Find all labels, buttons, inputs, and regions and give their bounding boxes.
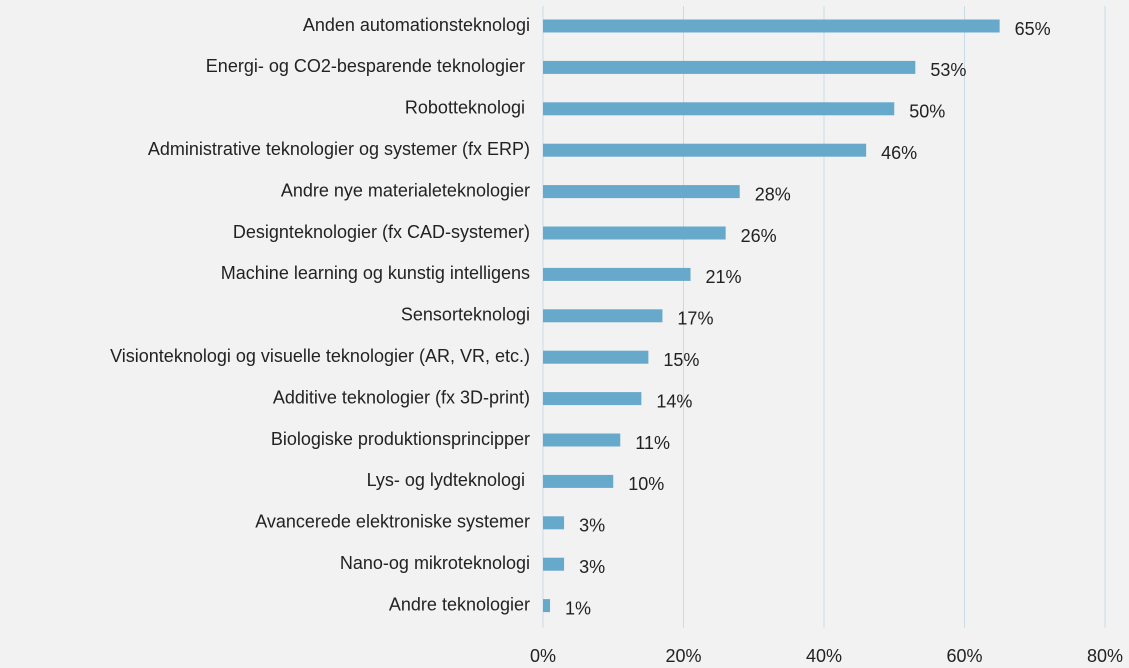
data-label: 3% [579,516,605,536]
y-tick-label: Anden automationsteknologi [303,15,530,35]
data-label: 53% [930,60,966,80]
x-tick-label: 0% [530,646,556,666]
bar [543,350,649,364]
bar [543,102,895,116]
y-tick-label: Biologiske produktionsprincipper [271,429,530,449]
y-tick-label: Visionteknologi og visuelle teknologier … [110,346,530,366]
data-label: 28% [755,184,791,204]
bar [543,557,565,571]
y-tick-label: Administrative teknologier og systemer (… [148,139,530,159]
bar [543,185,740,199]
x-tick-label: 40% [806,646,842,666]
bar [543,599,551,613]
data-label: 15% [663,350,699,370]
x-tick-label: 80% [1087,646,1123,666]
y-tick-label: Robotteknologi [405,98,530,118]
bar [543,60,916,74]
data-label: 46% [881,143,917,163]
bar [543,19,1000,33]
data-label: 65% [1015,19,1051,39]
y-tick-label: Machine learning og kunstig intelligens [221,263,530,283]
data-label: 21% [706,267,742,287]
y-tick-label: Nano-og mikroteknologi [340,553,530,573]
bar [543,309,663,323]
data-label: 11% [635,433,670,453]
y-tick-label: Andre teknologier [389,594,530,614]
bar [543,433,621,447]
y-tick-label: Andre nye materialeteknologier [281,180,530,200]
y-tick-label: Additive teknologier (fx 3D-print) [273,387,530,407]
data-label: 1% [565,598,591,618]
bar [543,392,642,406]
data-label: 14% [656,391,692,411]
data-label: 50% [909,102,945,122]
x-tick-label: 60% [946,646,982,666]
data-label: 17% [677,309,713,329]
bar [543,516,565,530]
y-tick-label: Lys- og lydteknologi [367,470,530,490]
y-tick-label: Designteknologier (fx CAD-systemer) [233,222,530,242]
bar [543,474,614,488]
bar [543,267,691,281]
bar [543,143,867,157]
data-label: 3% [579,557,605,577]
x-tick-label: 20% [665,646,701,666]
data-label: 10% [628,474,664,494]
bar [543,226,726,240]
y-tick-label: Sensorteknologi [401,305,530,325]
y-tick-label: Avancerede elektroniske systemer [255,512,530,532]
y-tick-label: Energi- og CO2-besparende teknologier [206,56,530,76]
data-label: 26% [741,226,777,246]
